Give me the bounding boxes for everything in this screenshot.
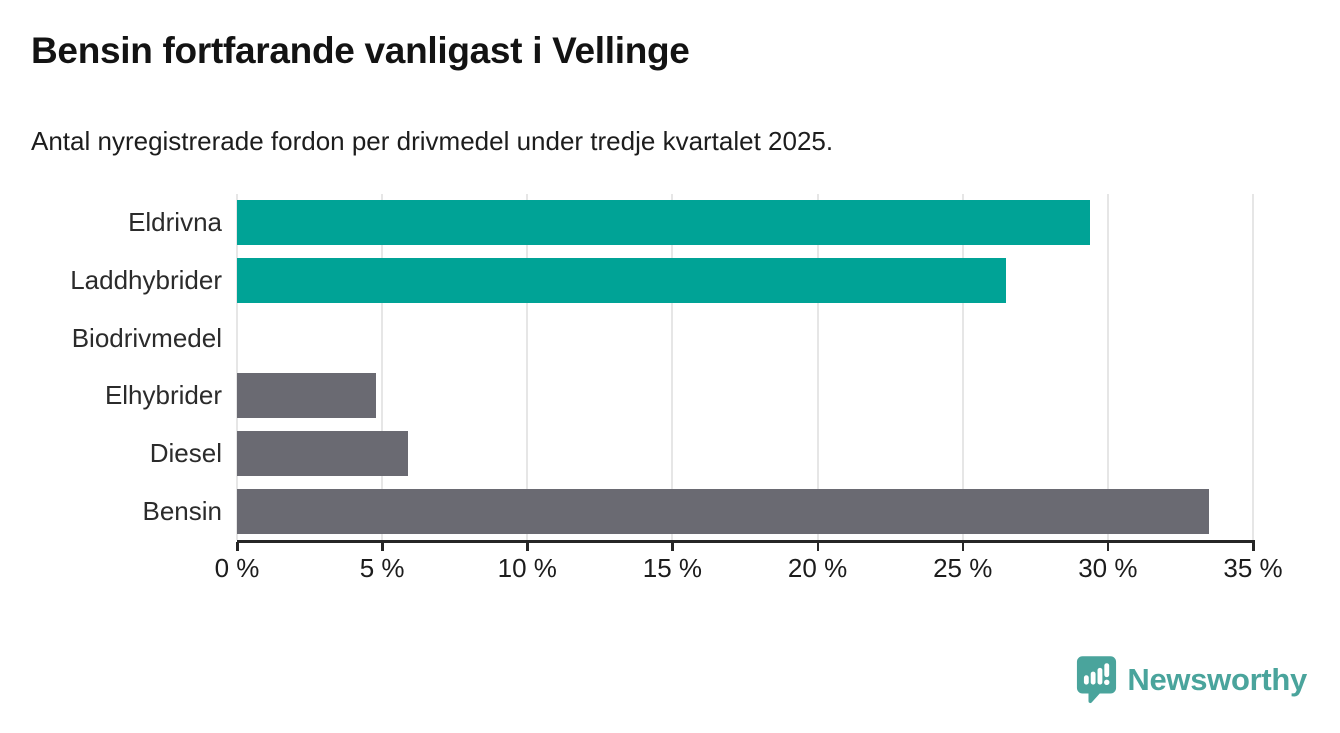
bar-laddhybrider [237,258,1007,303]
bar-eldrivna [237,200,1091,246]
category-label: Laddhybrider [70,264,222,295]
category-label: Bensin [142,495,223,526]
bar-diesel [237,431,409,476]
category-label: Biodrivmedel [71,322,222,353]
speech-bubble-bar-chart-icon [1076,655,1117,704]
x-tick-label: 25 % [933,553,993,583]
bar-bensin [237,488,1210,534]
x-tick-label: 10 % [497,553,557,583]
gridline [236,194,238,540]
x-axis-tick-labels: 0 % 5 % 10 % 15 % 20 % 25 % 30 % 35 % [215,553,1283,587]
x-axis-ticks [236,542,1255,552]
gridline [526,194,529,540]
x-tick [381,542,384,551]
x-tick-label: 0 % [214,553,260,583]
bar-elhybrider [237,373,377,419]
x-tick-label: 15 % [642,553,703,583]
x-tick [236,542,239,551]
gridline [816,194,819,540]
gridline [671,194,674,540]
category-label: Eldrivna [128,207,222,238]
chart-subtitle: Antal nyregistrerade fordon per drivmede… [31,126,834,156]
x-tick [526,542,529,551]
x-tick-label: 35 % [1223,553,1283,583]
category-label: Elhybrider [104,380,222,411]
category-label: Diesel [149,437,222,468]
gridline [1252,194,1254,540]
logo-bubble-shape [1077,656,1117,704]
logo-wordmark: Newsworthy [1127,661,1307,697]
category-labels: Eldrivna Laddhybrider Biodrivmedel Elhybrid… [0,194,222,540]
x-tick [671,542,674,551]
chart-title: Bensin fortfarande vanligast i Vellinge [31,30,690,71]
x-tick [1252,542,1255,551]
x-tick [1106,542,1110,551]
x-tick-label: 30 % [1078,553,1138,583]
gridline [1106,194,1109,540]
x-tick-label: 20 % [787,553,848,583]
x-tick [816,542,820,551]
x-tick [961,542,965,551]
gridline [961,194,964,540]
plot-area [236,194,1254,540]
x-tick-label: 5 % [359,553,405,583]
x-axis-line [237,540,1255,543]
newsworthy-logo: Newsworthy [1076,655,1307,704]
gridline [381,194,384,540]
